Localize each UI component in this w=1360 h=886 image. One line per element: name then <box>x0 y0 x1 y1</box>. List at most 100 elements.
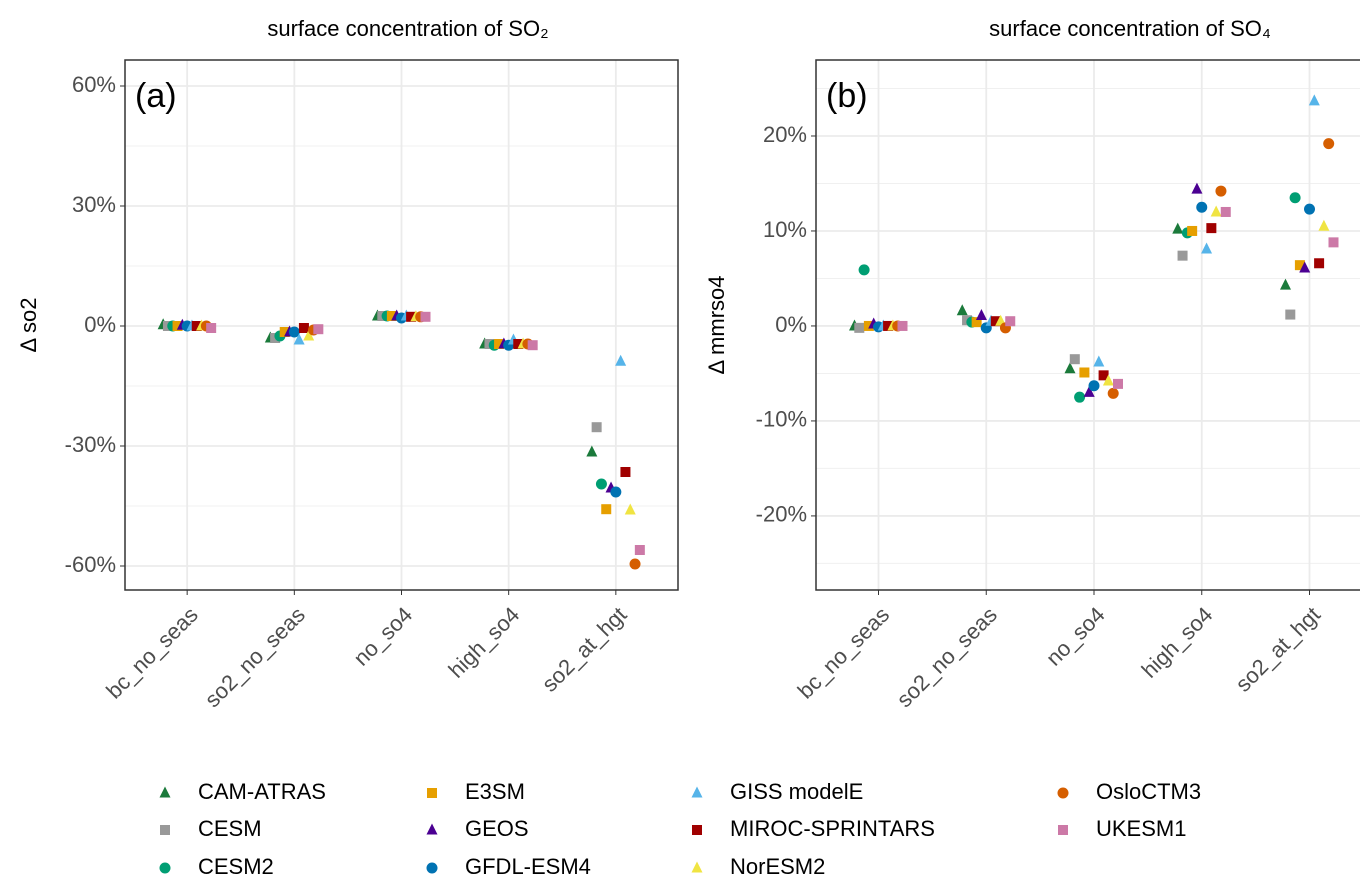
legend-label: CESM <box>198 816 262 841</box>
y-tick-label: -20% <box>756 502 807 527</box>
data-point <box>420 311 431 322</box>
data-point <box>386 311 397 321</box>
legend-marker <box>692 825 702 835</box>
legend-marker <box>426 862 438 874</box>
plot-border <box>124 59 679 591</box>
legend-label: UKESM1 <box>1096 816 1186 841</box>
data-point <box>1323 138 1335 150</box>
data-point <box>1191 182 1203 194</box>
x-tick-label: bc_no_seas <box>101 602 203 704</box>
data-point <box>1196 201 1208 213</box>
data-point <box>1206 223 1217 234</box>
data-point <box>615 354 627 366</box>
data-point <box>971 317 982 328</box>
data-point <box>1314 258 1325 269</box>
data-point <box>1177 250 1188 261</box>
data-point <box>1285 309 1296 320</box>
data-point <box>620 467 631 477</box>
legend-marker <box>159 862 171 874</box>
legend-marker <box>159 786 171 798</box>
legend-marker <box>1057 787 1069 799</box>
data-point <box>1113 378 1123 389</box>
data-point <box>303 329 315 341</box>
data-point <box>1328 237 1339 248</box>
legend-label: GEOS <box>465 816 529 841</box>
data-point <box>313 324 324 335</box>
data-point <box>1280 278 1292 290</box>
data-point <box>1299 261 1311 273</box>
data-point <box>956 304 968 316</box>
x-tick-label: no_so4 <box>348 602 417 671</box>
data-point <box>629 558 641 570</box>
legend-marker <box>1058 825 1068 835</box>
data-point <box>293 333 305 345</box>
plot-border <box>815 59 1360 591</box>
x-tick-label: no_so4 <box>1041 602 1110 671</box>
y-tick-label: 60% <box>72 72 116 97</box>
data-point <box>854 322 865 333</box>
data-point <box>1220 206 1231 217</box>
data-point <box>1107 387 1119 399</box>
data-point <box>1294 260 1305 271</box>
x-tick-label: so2_at_hgt <box>1230 602 1325 697</box>
legend-marker <box>426 823 438 835</box>
data-point <box>527 340 538 351</box>
panel-label: (a) <box>135 77 177 115</box>
data-point <box>288 326 300 338</box>
data-point <box>586 445 598 457</box>
legend-marker <box>427 788 437 798</box>
data-point <box>858 264 870 276</box>
data-point <box>1005 316 1016 327</box>
y-tick-label: 0% <box>775 312 807 337</box>
data-point <box>1093 355 1105 367</box>
data-point <box>406 311 417 322</box>
data-point <box>172 321 183 331</box>
y-tick-label: 10% <box>763 217 807 242</box>
data-point <box>1308 94 1320 106</box>
data-point <box>624 503 636 515</box>
data-point <box>206 323 217 333</box>
data-point <box>1201 242 1213 254</box>
data-point <box>1318 219 1330 231</box>
data-point <box>610 486 622 498</box>
data-point <box>897 320 908 331</box>
data-point <box>1215 185 1227 197</box>
data-point <box>1210 205 1222 217</box>
data-point <box>1289 192 1301 204</box>
legend-label: NorESM2 <box>730 854 825 879</box>
data-point <box>513 339 524 349</box>
legend-marker <box>691 861 703 873</box>
y-tick-label: -10% <box>756 407 807 432</box>
y-tick-label: -30% <box>65 432 116 457</box>
y-axis-label: Δ mmrso4 <box>704 275 729 374</box>
data-point <box>591 422 602 433</box>
legend-label: MIROC-SPRINTARS <box>730 816 935 841</box>
x-tick-label: so2_no_seas <box>200 602 310 712</box>
panel-title: surface concentration of SO₂ <box>267 16 548 41</box>
panel-title: surface concentration of SO₄ <box>989 16 1271 41</box>
data-point <box>1069 354 1080 365</box>
data-point <box>1083 385 1095 397</box>
data-point <box>601 504 612 515</box>
legend-label: GISS modelE <box>730 779 863 804</box>
x-tick-label: so2_no_seas <box>892 602 1002 712</box>
y-tick-label: 0% <box>84 312 116 337</box>
data-point <box>1074 391 1086 403</box>
data-point <box>883 320 894 331</box>
data-point <box>1088 380 1100 392</box>
y-tick-label: -60% <box>65 552 116 577</box>
data-point <box>1079 367 1090 378</box>
legend-label: OsloCTM3 <box>1096 779 1201 804</box>
data-point <box>863 320 874 331</box>
panel-label: (b) <box>826 77 868 115</box>
x-tick-label: so2_at_hgt <box>537 602 632 697</box>
data-point <box>1304 203 1316 215</box>
data-point <box>1102 374 1114 386</box>
data-point <box>1187 225 1198 236</box>
y-tick-label: 30% <box>72 192 116 217</box>
legend-marker <box>160 825 170 835</box>
x-tick-label: high_so4 <box>443 602 524 683</box>
x-tick-label: bc_no_seas <box>793 602 895 704</box>
data-point <box>595 478 607 490</box>
legend-label: CESM2 <box>198 854 274 879</box>
